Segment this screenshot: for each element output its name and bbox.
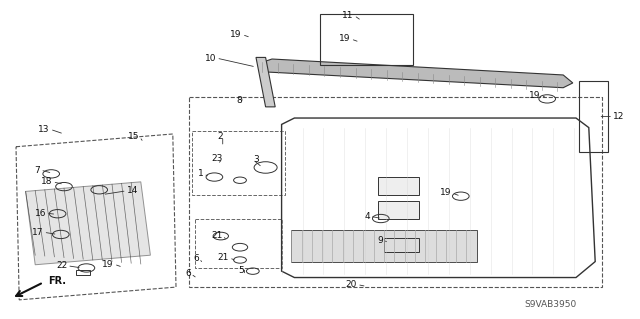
Polygon shape [262,59,573,88]
Text: 9: 9 [377,236,383,245]
Text: 12: 12 [613,112,625,121]
Bar [320,14,413,65]
Text: 17: 17 [32,228,44,237]
Text: 19: 19 [339,34,351,43]
Text: 10: 10 [205,54,216,63]
Text: 1: 1 [198,169,204,178]
Text: 22: 22 [56,261,67,270]
Text: 6: 6 [185,269,191,278]
Text: 4: 4 [364,212,370,221]
Bar [378,177,419,195]
Polygon shape [256,57,275,107]
Text: 15: 15 [128,132,140,141]
Text: 21: 21 [211,231,223,240]
Text: 11: 11 [342,11,354,20]
Text: 19: 19 [529,91,541,100]
Text: 19: 19 [230,30,242,39]
Text: 5: 5 [239,266,244,275]
Bar [76,270,90,275]
Text: 13: 13 [38,125,50,134]
Text: 2: 2 [217,132,223,141]
Text: 8: 8 [236,96,242,105]
Text: 6: 6 [193,254,199,263]
Polygon shape [26,182,150,265]
Text: 20: 20 [346,280,357,289]
Polygon shape [291,230,477,262]
Text: S9VAB3950: S9VAB3950 [524,300,577,309]
Text: 23: 23 [211,154,223,163]
Text: 18: 18 [41,177,52,186]
Text: 21: 21 [218,253,229,262]
Bar [384,238,419,252]
Text: FR.: FR. [48,276,66,286]
Text: 19: 19 [102,260,114,269]
Text: 19: 19 [440,189,452,197]
Bar [579,81,608,152]
Text: 7: 7 [35,166,40,174]
Text: 16: 16 [35,209,46,218]
Text: 3: 3 [253,155,259,164]
Bar [378,201,419,219]
Text: 14: 14 [127,186,138,195]
